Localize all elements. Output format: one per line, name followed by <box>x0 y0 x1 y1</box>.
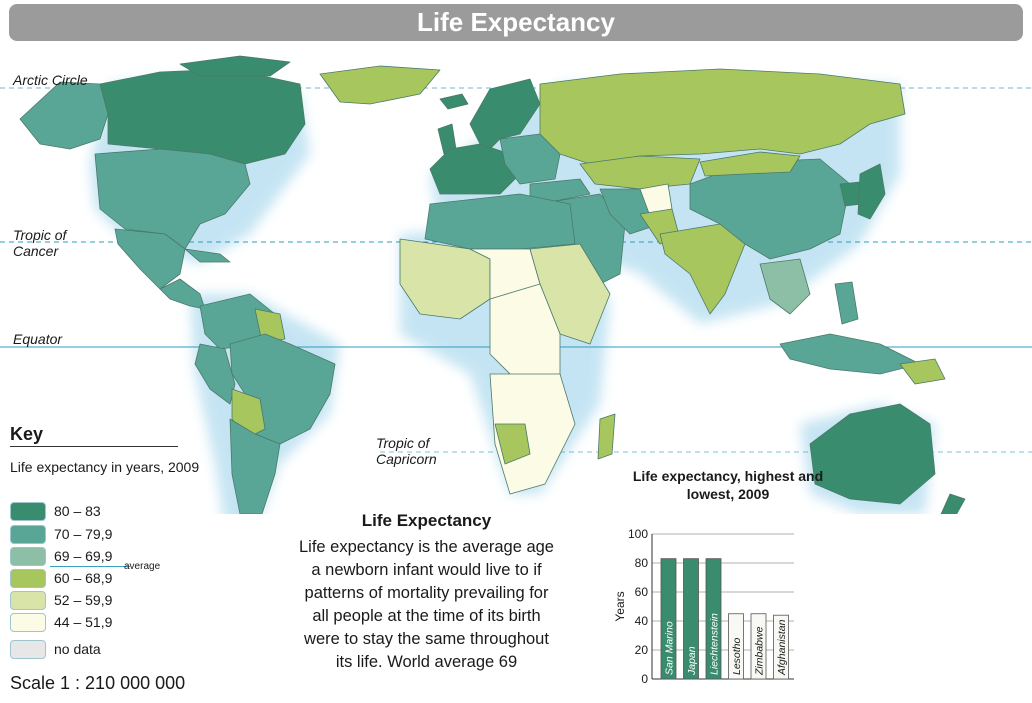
key-label-no-data: no data <box>54 641 101 657</box>
y-tick-label: 0 <box>641 672 648 686</box>
key-label-80-83: 80 – 83 <box>54 503 101 519</box>
key-label-44-51: 44 – 51,9 <box>54 614 113 630</box>
bar-label: Japan <box>686 646 698 676</box>
average-label: average <box>124 561 161 572</box>
key-divider <box>10 446 178 447</box>
bar-japan <box>683 558 699 680</box>
info-text: Life expectancy is the average age a new… <box>298 538 554 671</box>
tropic-cancer-label: Tropic of Cancer <box>13 227 67 259</box>
key-swatch-44-51 <box>10 613 46 632</box>
tropic-capricorn-label: Tropic of Capricorn <box>376 435 437 467</box>
japan <box>857 163 886 220</box>
world-map <box>0 55 1032 514</box>
russia <box>539 68 906 165</box>
bar-label: Zimbabwe <box>754 626 766 676</box>
bar-liechtenstein <box>705 558 722 680</box>
alaska <box>19 81 109 150</box>
map-scale: Scale 1 : 210 000 000 <box>10 673 186 693</box>
y-tick-label: 100 <box>628 527 648 541</box>
key-title: Key <box>10 424 44 444</box>
bar-afghanistan <box>773 614 789 680</box>
y-tick-label: 60 <box>635 585 649 599</box>
y-tick-label: 80 <box>635 556 649 570</box>
southern-africa <box>489 373 576 495</box>
usa <box>94 148 251 250</box>
key-swatch-60-68 <box>10 569 46 588</box>
australia <box>809 403 936 505</box>
key-swatch-52-59 <box>10 591 46 610</box>
new-zealand <box>940 493 966 514</box>
key-label-70-79: 70 – 79,9 <box>54 526 113 542</box>
key-swatch-80-83 <box>10 502 46 521</box>
key-label-69: 69 – 69,9 <box>54 548 113 564</box>
southeast-asia <box>759 258 811 315</box>
page-title: Life Expectancy <box>9 4 1023 41</box>
key-label-52-59: 52 – 59,9 <box>54 592 113 608</box>
greenland <box>319 65 441 105</box>
average-marker-line <box>50 566 130 567</box>
peru <box>194 343 236 405</box>
north-africa <box>424 193 576 250</box>
turkey <box>529 178 591 203</box>
y-tick-label: 40 <box>635 614 649 628</box>
arctic-circle-label: Arctic Circle <box>13 72 88 88</box>
bar-chart-title: Life expectancy, highest and lowest, 200… <box>632 468 824 502</box>
bar-zimbabwe <box>750 613 767 680</box>
equator-label: Equator <box>13 331 63 347</box>
mongolia <box>699 151 801 177</box>
indonesia <box>779 333 921 375</box>
bar-san-marino <box>660 558 677 680</box>
papua <box>899 358 946 385</box>
bar-chart: 0 20 40 60 80 100 Years San Marino Japan Liechten… <box>613 527 794 686</box>
countries <box>19 55 966 514</box>
y-tick-label: 20 <box>635 643 649 657</box>
canada-islands <box>179 55 291 77</box>
bar-lesotho <box>728 613 744 680</box>
cuba <box>184 248 231 263</box>
mexico <box>114 228 186 290</box>
bar-label: San Marino <box>664 621 676 675</box>
key-swatch-69 <box>10 547 46 566</box>
key-label-60-68: 60 – 68,9 <box>54 570 113 586</box>
bar-label: Lesotho <box>731 637 743 675</box>
bar-label: Afghanistan <box>776 619 788 676</box>
bar-label: Liechtenstein <box>709 613 721 675</box>
y-axis-label: Years <box>613 591 627 621</box>
key-subtitle: Life expectancy in years, 2009 <box>10 459 200 475</box>
namibia-botswana <box>494 423 531 465</box>
philippines <box>834 281 859 325</box>
argentina-chile <box>229 418 281 514</box>
key-swatch-70-79 <box>10 525 46 544</box>
guianas <box>254 308 286 343</box>
iceland <box>439 93 469 110</box>
info-title: Life Expectancy <box>361 511 492 530</box>
madagascar <box>597 413 616 460</box>
key-swatch-no-data <box>10 640 46 659</box>
